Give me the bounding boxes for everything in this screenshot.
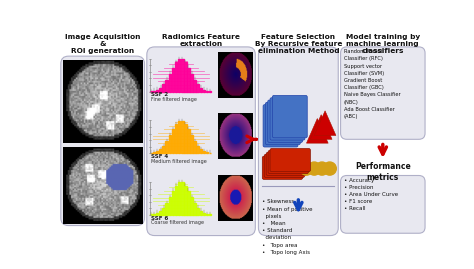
Bar: [209, 214, 211, 215]
Text: Fine filtered image: Fine filtered image: [151, 97, 197, 102]
Bar: [190, 197, 193, 215]
Bar: [184, 62, 187, 91]
Bar: [193, 203, 196, 215]
Bar: [156, 90, 159, 91]
FancyBboxPatch shape: [258, 47, 338, 236]
Bar: [196, 146, 199, 153]
Bar: [193, 141, 196, 153]
Bar: [181, 59, 183, 91]
Bar: [150, 214, 153, 215]
Polygon shape: [314, 111, 336, 136]
Bar: [153, 152, 155, 153]
Bar: [206, 214, 209, 215]
Bar: [178, 182, 181, 215]
Bar: [172, 68, 174, 91]
FancyBboxPatch shape: [341, 175, 425, 233]
Bar: [184, 124, 187, 153]
Circle shape: [300, 162, 313, 175]
Bar: [187, 191, 190, 215]
Text: Feature Selection
By Recursive feature
elimination Method: Feature Selection By Recursive feature e…: [255, 34, 342, 54]
FancyBboxPatch shape: [341, 47, 425, 139]
Bar: [162, 146, 165, 153]
Bar: [165, 80, 168, 91]
Bar: [175, 62, 177, 91]
Text: Radiomics Feature
extraction: Radiomics Feature extraction: [162, 34, 240, 47]
Text: Random Forest
Classifier (RFC)
Support vector
Classifier (SVM)
Gradient Boost
Cl: Random Forest Classifier (RFC) Support v…: [344, 49, 401, 119]
FancyBboxPatch shape: [263, 105, 298, 147]
Bar: [190, 135, 193, 153]
Bar: [200, 88, 202, 91]
Text: SSF 6: SSF 6: [151, 215, 168, 221]
FancyBboxPatch shape: [266, 153, 307, 175]
Bar: [190, 74, 193, 91]
Bar: [196, 207, 199, 215]
Text: Medium filtered image: Medium filtered image: [151, 158, 207, 164]
Bar: [175, 124, 177, 153]
FancyBboxPatch shape: [268, 100, 302, 142]
Bar: [162, 207, 165, 215]
Bar: [200, 149, 202, 153]
FancyBboxPatch shape: [265, 102, 300, 145]
FancyBboxPatch shape: [273, 95, 307, 138]
Text: Model training by
machine learning
classifiers: Model training by machine learning class…: [346, 34, 420, 54]
Circle shape: [323, 162, 337, 175]
Bar: [181, 121, 183, 153]
Text: Coarse filtered image: Coarse filtered image: [151, 220, 204, 225]
Bar: [165, 141, 168, 153]
Bar: [153, 214, 155, 215]
Bar: [172, 129, 174, 153]
Text: Image Acquisition
&
ROI generation: Image Acquisition & ROI generation: [65, 34, 140, 54]
Bar: [202, 151, 205, 153]
Bar: [172, 191, 174, 215]
Bar: [156, 213, 159, 215]
FancyBboxPatch shape: [61, 56, 145, 225]
Bar: [187, 68, 190, 91]
Bar: [159, 211, 162, 215]
Bar: [175, 186, 177, 215]
Bar: [159, 88, 162, 91]
Bar: [169, 74, 171, 91]
Bar: [193, 80, 196, 91]
Text: • Accuracy
• Precision
• Area Under Curve
• F1 score
• Recall: • Accuracy • Precision • Area Under Curv…: [344, 178, 398, 211]
Circle shape: [315, 162, 328, 175]
Bar: [162, 84, 165, 91]
FancyBboxPatch shape: [147, 47, 255, 236]
Bar: [187, 129, 190, 153]
Bar: [202, 213, 205, 215]
Polygon shape: [307, 119, 328, 143]
Bar: [178, 59, 181, 91]
FancyBboxPatch shape: [268, 150, 309, 174]
FancyBboxPatch shape: [270, 148, 310, 172]
Bar: [202, 90, 205, 91]
Bar: [200, 211, 202, 215]
FancyBboxPatch shape: [264, 154, 304, 178]
Bar: [169, 197, 171, 215]
Bar: [169, 135, 171, 153]
FancyBboxPatch shape: [270, 98, 305, 140]
Text: SSF 4: SSF 4: [151, 154, 168, 159]
Circle shape: [308, 162, 321, 175]
Polygon shape: [310, 115, 332, 139]
Bar: [206, 152, 209, 153]
Text: Performance
metrics: Performance metrics: [355, 162, 410, 182]
Text: • Skewness
• Mean of positive
  pixels
•   Mean
• Standard
  deviation
•   Topo : • Skewness • Mean of positive pixels • M…: [262, 199, 313, 255]
Bar: [196, 84, 199, 91]
Bar: [159, 149, 162, 153]
Bar: [184, 186, 187, 215]
Bar: [178, 121, 181, 153]
Bar: [165, 203, 168, 215]
Text: SSF 2: SSF 2: [151, 92, 168, 97]
Bar: [181, 182, 183, 215]
FancyBboxPatch shape: [262, 156, 302, 179]
Bar: [156, 151, 159, 153]
